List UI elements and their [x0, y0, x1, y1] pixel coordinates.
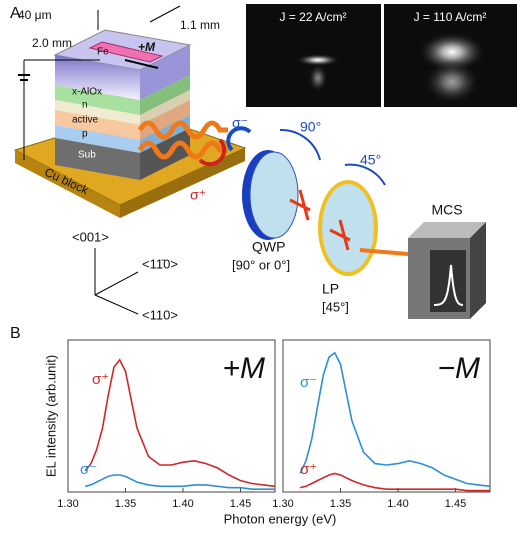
axis-arrow	[95, 295, 138, 314]
axis-arrow	[95, 272, 138, 295]
x-tick-label: 1.30	[272, 498, 293, 510]
sigma-label: σ⁻	[232, 115, 248, 131]
fe-label: Fe	[97, 47, 109, 58]
series-label: σ⁺	[92, 371, 109, 388]
axis-label: <110>	[142, 307, 178, 322]
x-axis-label: Photon energy (eV)	[224, 511, 337, 526]
dimension-line	[150, 6, 180, 22]
x-tick-label: 1.40	[387, 498, 408, 510]
lp	[322, 184, 374, 272]
optic-label: LP	[322, 281, 339, 297]
sigma-label: σ⁺	[190, 187, 206, 203]
figure: A J = 22 A/cm² J = 110 A/cm² Cu block x-…	[0, 0, 520, 537]
angle-label: 45°	[360, 152, 381, 168]
mcs-label: MCS	[431, 202, 462, 218]
panel-label: B	[10, 325, 21, 342]
photo-label: J = 22 A/cm²	[279, 10, 346, 24]
annotation: −M	[437, 352, 480, 385]
series-label: σ⁻	[80, 461, 97, 478]
x-tick-label: 1.45	[445, 498, 466, 510]
y-axis-label: EL intensity (arb.unit)	[43, 355, 58, 477]
optic-label: QWP	[252, 239, 285, 255]
layer-label: p	[82, 129, 88, 140]
layer-label: Sub	[78, 150, 96, 161]
m-label: +M	[138, 40, 156, 54]
optic-note: [90° or 0°]	[232, 257, 290, 272]
emission	[308, 64, 328, 92]
emission	[424, 60, 480, 104]
dimension: 2.0 mm	[32, 36, 72, 50]
mcs-screen	[430, 250, 466, 312]
x-tick-label: 1.30	[57, 498, 78, 510]
dimension: 1.1 mm	[180, 18, 220, 32]
series-label: σ⁻	[300, 374, 317, 391]
layer-label: active	[72, 115, 99, 126]
layer-label: n	[82, 100, 88, 111]
x-tick-label: 1.35	[115, 498, 136, 510]
x-tick-label: 1.40	[172, 498, 193, 510]
page: A J = 22 A/cm² J = 110 A/cm² Cu block x-…	[0, 0, 520, 537]
qwp	[250, 152, 298, 238]
optic-note: [45°]	[322, 299, 349, 314]
angle-label: 90°	[300, 119, 321, 135]
photo-label: J = 110 A/cm²	[414, 10, 487, 24]
mcs	[470, 222, 486, 319]
series-label: σ⁺	[300, 461, 317, 478]
axis-label: <001>	[72, 229, 109, 244]
axis-label: <11̄0>	[142, 256, 178, 271]
x-tick-label: 1.35	[330, 498, 351, 510]
annotation: +M	[222, 352, 265, 385]
dimension: 40 μm	[18, 8, 52, 22]
x-tick-label: 1.45	[230, 498, 251, 510]
layer-label: x-AlOx	[72, 87, 102, 98]
